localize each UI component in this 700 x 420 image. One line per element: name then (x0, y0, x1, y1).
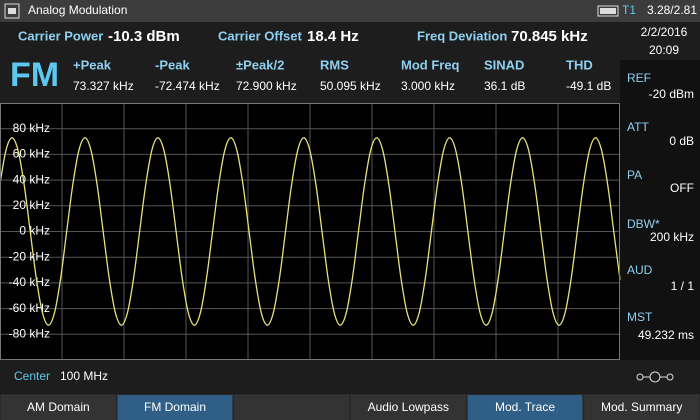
side-label: REF (627, 71, 651, 85)
side-label: ATT (627, 120, 649, 134)
softkey (351, 395, 466, 420)
y-tick-label: 0 kHz (19, 224, 50, 238)
measurement-label: +Peak (73, 57, 112, 72)
side-value: 0 dB (669, 134, 694, 148)
side-value: OFF (670, 181, 694, 195)
measurement-label: RMS (320, 57, 349, 72)
side-value: 1 / 1 (671, 279, 695, 293)
softkey (1, 395, 116, 420)
summary-value: 70.845 kHz (511, 28, 588, 45)
side-label: MST (627, 310, 653, 324)
measurement-label: Mod Freq (401, 57, 460, 72)
softkey-label[interactable]: AM Domain (27, 400, 90, 414)
connector-icon (636, 371, 674, 383)
measurement-value: 3.000 kHz (401, 79, 455, 93)
summary-value: -10.3 dBm (108, 28, 180, 45)
plot-frame (0, 103, 620, 360)
title-bar (0, 0, 700, 22)
trace (0, 137, 621, 326)
measurement-label: SINAD (484, 57, 524, 72)
softkey-label[interactable]: Mod. Summary (601, 400, 682, 414)
softkey-label[interactable]: FM Domain (144, 400, 206, 414)
trace-indicator: T1 (622, 3, 636, 17)
softkey (467, 395, 583, 420)
measurement-value: -72.474 kHz (155, 79, 220, 93)
center-label: Center (14, 369, 50, 383)
side-value: 200 kHz (650, 230, 694, 244)
softkey (584, 395, 699, 420)
side-panel (620, 60, 700, 360)
measurement-label: ±Peak/2 (236, 57, 284, 72)
battery-level (600, 8, 616, 14)
measurement-value: 72.900 kHz (236, 79, 297, 93)
measurement-value: 50.095 kHz (320, 79, 381, 93)
measurement-value: -49.1 dB (566, 79, 611, 93)
summary-label: Freq Deviation (417, 28, 507, 43)
app-icon-inner (8, 8, 16, 14)
summary-label: Carrier Power (18, 28, 103, 43)
y-tick-label: -20 kHz (9, 249, 50, 263)
y-tick-label: 40 kHz (13, 172, 50, 186)
mode: FM (10, 56, 59, 94)
date: 2/2/2016 (641, 25, 688, 39)
side-value: -20 dBm (649, 87, 694, 101)
softkey-bar (0, 394, 700, 420)
y-tick-label: -40 kHz (9, 275, 50, 289)
measurement-value: 36.1 dB (484, 79, 525, 93)
summary-label: Carrier Offset (218, 28, 302, 43)
softkey (117, 395, 233, 420)
center-row: Center 100 MHz (14, 369, 108, 383)
side-label: AUD (627, 263, 653, 277)
measurement-label: -Peak (155, 57, 190, 72)
battery-icon (597, 5, 619, 17)
measurement-value: 73.327 kHz (73, 79, 134, 93)
side-value: 49.232 ms (638, 328, 694, 342)
y-tick-label: 60 kHz (13, 147, 50, 161)
counter: 3.28/2.81 (647, 3, 697, 17)
y-tick-label: -60 kHz (9, 301, 50, 315)
y-tick-label: 20 kHz (13, 198, 50, 212)
measurement-label: THD (566, 57, 593, 72)
center-value: 100 MHz (60, 369, 108, 383)
side-label: DBW* (627, 217, 660, 231)
softkey (234, 395, 349, 420)
softkey-label[interactable]: Mod. Trace (495, 400, 555, 414)
icon-part (666, 373, 674, 381)
y-tick-label: -80 kHz (9, 326, 50, 340)
time: 20:09 (649, 43, 679, 57)
summary-value: 18.4 Hz (307, 28, 359, 45)
side-label: PA (627, 168, 642, 182)
app-icon (4, 3, 20, 19)
y-tick-label: 80 kHz (13, 121, 50, 135)
softkey-label[interactable]: Audio Lowpass (368, 400, 449, 414)
app-title: Analog Modulation (28, 3, 127, 17)
